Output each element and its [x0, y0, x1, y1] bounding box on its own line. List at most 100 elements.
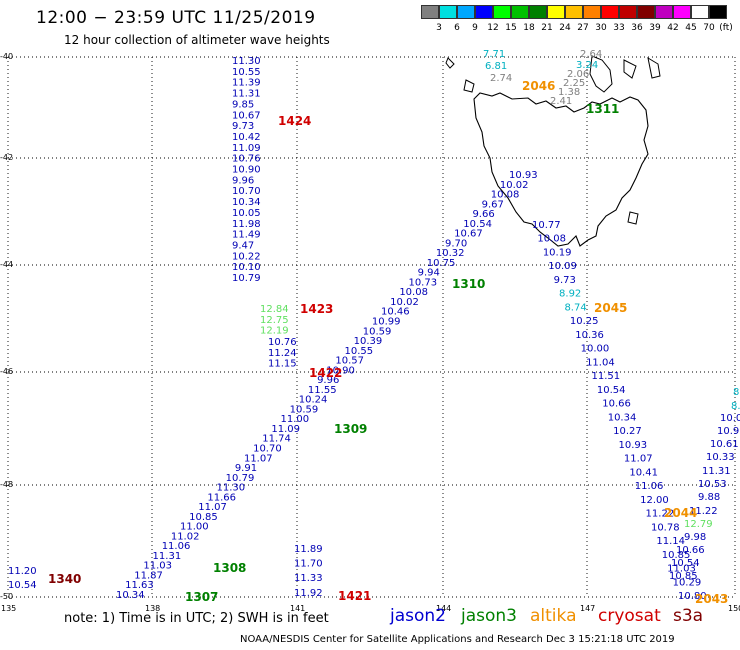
wave-height-value: 11.00 [281, 414, 310, 425]
wave-height-value: 11.98 [232, 219, 261, 230]
wave-height-value: 11.22 [689, 506, 718, 517]
wave-height-value: 10.36 [575, 330, 604, 341]
wave-height-value: 10.90 [232, 165, 261, 176]
wave-height-value: 10.25 [570, 316, 599, 327]
wave-height-value: 10.34 [116, 590, 145, 601]
wave-height-value: 10.67 [454, 229, 483, 240]
pass-time-label: 1423 [300, 302, 333, 316]
wave-height-value: 10.02 [500, 180, 529, 191]
wave-height-value: 10.42 [232, 132, 261, 143]
wave-height-value: 10.80 [678, 591, 707, 602]
tasmania-coastline [473, 92, 649, 247]
wave-height-value: 10.79 [232, 273, 261, 284]
wave-height-value: 8. [733, 387, 740, 398]
lon-label: 138 [145, 604, 161, 613]
scale-unit: (ft) [719, 23, 733, 33]
wave-height-value: 9.96 [317, 375, 339, 386]
wave-height-value: 10.10 [232, 262, 261, 273]
wave-height-value: 10.05 [232, 208, 261, 219]
scale-swatch [709, 5, 727, 19]
wave-height-value: 11.63 [125, 580, 154, 591]
wave-height-value: 10.73 [408, 277, 437, 288]
wave-height-value: 10.57 [335, 356, 364, 367]
wave-height-value: 10.02 [390, 297, 419, 308]
wave-height-value: 10.70 [232, 186, 261, 197]
wave-height-value: 11.51 [591, 371, 620, 382]
wave-height-value: 2.64 [580, 49, 602, 60]
legend-altika: altika [530, 606, 577, 626]
wave-height-value: 10.55 [232, 67, 261, 78]
wave-height-value: 10.34 [232, 197, 261, 208]
scale-tick-label: 12 [487, 23, 499, 33]
wave-height-value: 11.09 [271, 424, 300, 435]
wave-height-value: 11.74 [262, 434, 291, 445]
wave-height-value: 10.08 [537, 234, 566, 245]
scale-tick-label: 36 [631, 23, 643, 33]
wave-height-value: 10.08 [399, 287, 428, 298]
lat-label: -46 [0, 367, 14, 376]
scale-swatch [691, 5, 709, 19]
wave-height-value: 11.31 [702, 466, 731, 477]
wave-height-value: 11.07 [198, 502, 227, 513]
wave-height-value: 11.06 [635, 481, 664, 492]
scale-swatch [673, 5, 691, 19]
wave-height-value: 10.76 [268, 337, 297, 348]
wave-height-value: 10.53 [698, 479, 727, 490]
scale-tick-label: 45 [685, 23, 697, 33]
wave-height-value: 11.49 [232, 230, 261, 241]
pass-time-label: 2043 [695, 592, 728, 606]
wave-height-value: 11.07 [244, 453, 273, 464]
lon-label: 144 [436, 604, 452, 613]
lon-label: 135 [1, 604, 17, 613]
wave-height-value: 11.87 [134, 570, 163, 581]
scale-tick-label: 33 [613, 23, 625, 33]
wave-height-value: 7.71 [483, 49, 505, 60]
wave-height-value: 11.14 [656, 536, 685, 547]
wave-height-value: 2.74 [490, 73, 512, 84]
wave-height-value: 10.22 [232, 251, 261, 262]
wave-height-value: 10.00 [581, 344, 610, 355]
wave-height-value: 9.73 [554, 275, 576, 286]
lat-label: -40 [0, 52, 14, 61]
scale-swatch [439, 5, 457, 19]
wave-height-value: 10.78 [651, 522, 680, 533]
wave-height-value: 10.24 [299, 395, 328, 406]
scale-swatch [529, 5, 547, 19]
pass-time-label: 1307 [185, 590, 218, 604]
wave-height-value: 10.59 [290, 404, 319, 415]
wave-height-value: 10.93 [509, 170, 538, 181]
page-subtitle: 12 hour collection of altimeter wave hei… [64, 33, 330, 47]
wave-height-value: 9.91 [235, 463, 257, 474]
pass-time-label: 2046 [522, 79, 555, 93]
legend-s3a: s3a [673, 606, 704, 626]
island-se [627, 211, 639, 225]
scale-swatch [547, 5, 565, 19]
scale-swatch [457, 5, 475, 19]
wave-height-value: 10.85 [189, 512, 218, 523]
lat-label: -42 [0, 153, 14, 162]
wave-height-value: 11.89 [294, 544, 323, 555]
wave-height-value: 11.15 [268, 359, 297, 370]
wave-height-value: 11.70 [294, 559, 323, 570]
wave-height-value: 10.32 [436, 248, 465, 259]
wave-height-value: 2.41 [550, 96, 572, 107]
wave-height-value: 9.67 [482, 199, 504, 210]
wave-height-value: 11.06 [162, 541, 191, 552]
wave-height-labels: 11.3010.5511.3911.319.8510.679.7310.4211… [8, 49, 740, 606]
wave-height-value: 11.07 [624, 454, 653, 465]
wave-height-value: 10.54 [671, 558, 700, 569]
scale-swatch [475, 5, 493, 19]
wave-height-value: 11.22 [646, 509, 675, 520]
footer-credit: NOAA/NESDIS Center for Satellite Applica… [240, 634, 675, 645]
wave-height-value: 8.74 [564, 302, 586, 313]
wave-height-value: 10.29 [673, 577, 702, 588]
scale-tick-label: 39 [649, 23, 661, 33]
scale-tick-label: 9 [472, 23, 478, 33]
scale-swatch [583, 5, 601, 19]
wave-height-value: 10.54 [597, 385, 626, 396]
wave-height-value: 10.75 [427, 258, 456, 269]
wave-height-value: 8. [731, 401, 740, 412]
wave-height-value: 10.9 [717, 426, 739, 437]
island-tip [445, 57, 455, 69]
